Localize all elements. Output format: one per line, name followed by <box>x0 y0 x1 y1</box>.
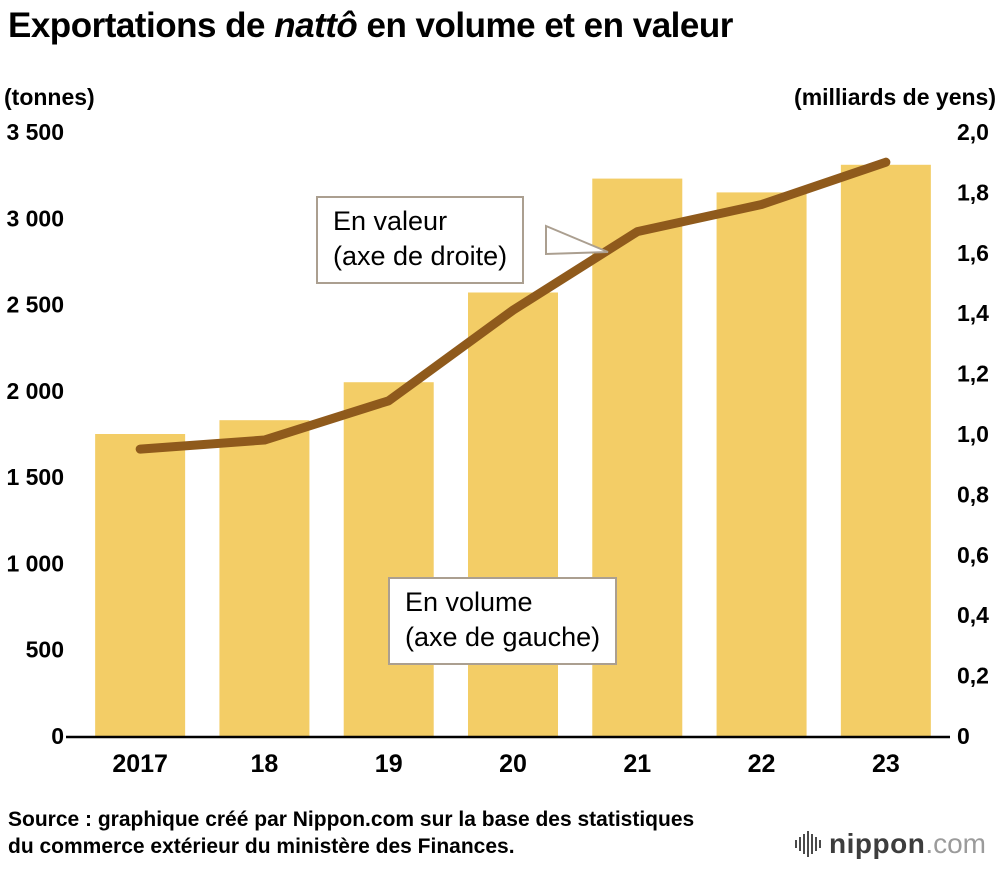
right-axis-unit-label: (milliards de yens) <box>794 84 996 110</box>
left-axis-tick: 1 500 <box>6 464 64 490</box>
right-axis-tick: 0,6 <box>957 542 989 568</box>
right-axis-tick: 0,2 <box>957 663 989 689</box>
left-axis-tick: 3 500 <box>6 119 64 145</box>
soundwave-bars-icon <box>795 829 822 859</box>
right-axis-tick: 1,0 <box>957 421 989 447</box>
source-note: Source : graphique créé par Nippon.com s… <box>8 806 768 860</box>
source-note-line2: du commerce extérieur du ministère des F… <box>8 835 515 858</box>
x-axis-label: 22 <box>748 750 776 778</box>
callout-value-series: En valeur (axe de droite) <box>316 196 525 284</box>
chart-title-part2: en volume et en valeur <box>357 6 733 45</box>
volume-bar <box>343 382 434 736</box>
left-axis-unit-label: (tonnes) <box>4 84 95 110</box>
x-axis-label: 18 <box>251 750 279 778</box>
right-axis-tick: 0,4 <box>957 602 989 628</box>
volume-bar <box>468 292 558 736</box>
left-axis-tick: 0 <box>51 723 64 749</box>
x-axis-label: 20 <box>499 750 527 778</box>
right-axis-tick: 1,2 <box>957 361 989 387</box>
left-axis-tick: 2 500 <box>6 292 64 318</box>
x-axis-label: 2017 <box>112 750 168 778</box>
source-note-line1: Source : graphique créé par Nippon.com s… <box>8 808 695 831</box>
logo-tld: .com <box>925 828 986 859</box>
logo-wordmark: nippon <box>829 828 926 859</box>
left-axis-tick: 2 000 <box>6 378 64 404</box>
volume-bar <box>219 420 310 736</box>
right-axis-tick: 0,8 <box>957 481 989 507</box>
chart-title: Exportations de nattô en volume et en va… <box>8 6 992 46</box>
chart-title-part1: Exportations de <box>8 6 275 45</box>
callout-volume-line1: En volume <box>405 587 533 617</box>
x-axis-label: 19 <box>375 750 403 778</box>
chart-title-italic-word: nattô <box>274 6 358 45</box>
right-axis-tick: 1,8 <box>957 179 989 205</box>
callout-volume-line2: (axe de gauche) <box>405 622 601 652</box>
right-axis-tick: 2,0 <box>957 119 989 145</box>
volume-bar <box>840 164 931 736</box>
right-axis-tick: 1,6 <box>957 240 989 266</box>
callout-value-line2: (axe de droite) <box>333 241 508 271</box>
x-axis-label: 23 <box>872 750 900 778</box>
value-line <box>135 157 891 454</box>
callout-value-pointer <box>545 224 609 256</box>
right-axis-tick: 0 <box>957 723 970 749</box>
volume-bar <box>95 434 186 736</box>
volume-bar <box>716 192 807 736</box>
left-axis-tick: 3 000 <box>6 205 64 231</box>
left-axis-tick: 500 <box>26 637 64 663</box>
callout-volume-series: En volume (axe de gauche) <box>388 577 618 665</box>
x-axis-label: 21 <box>623 750 651 778</box>
nippon-logo: nippon .com <box>795 828 986 860</box>
right-axis-tick: 1,4 <box>957 300 989 326</box>
callout-value-line1: En valeur <box>333 206 448 236</box>
left-axis-tick: 1 000 <box>6 550 64 576</box>
